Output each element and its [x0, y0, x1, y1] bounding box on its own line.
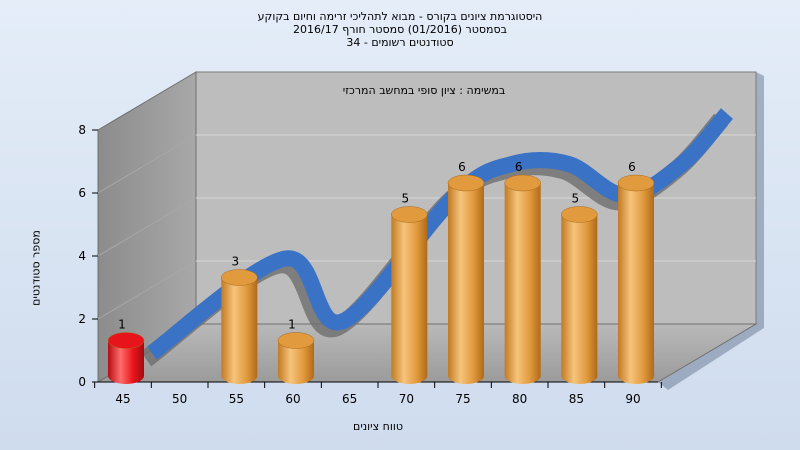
bar-value-label: 3 [232, 255, 240, 269]
y-tick-label: 4 [78, 249, 86, 263]
bar-cap [221, 269, 258, 286]
x-tick-label: 55 [229, 392, 244, 406]
y-tick-label: 6 [78, 186, 86, 200]
bar-value-label: 5 [572, 192, 580, 206]
bar-value-label: 6 [628, 160, 636, 174]
y-axis-label: מספר סטודנטים [29, 230, 43, 306]
bar-cap [447, 174, 485, 192]
grid-line-side [97, 260, 197, 320]
x-tick-label: 45 [115, 392, 130, 406]
bar-value-label: 6 [515, 160, 523, 174]
bar-cap [617, 174, 655, 192]
title-line-2: בסמסטר (01/2016) סמסטר חורף 2016/17 [293, 23, 507, 36]
bar-value-label: 1 [118, 318, 126, 332]
x-tick-label: 60 [285, 392, 300, 406]
bar-body [221, 277, 258, 384]
chart-subtitle: במשימה : ציון סופי במחשב המרכזי [342, 84, 506, 97]
y-tick-label: 8 [78, 123, 86, 137]
bar-cap [561, 206, 598, 223]
bar-body [618, 183, 654, 384]
x-axis-label: טווח ציונים [353, 420, 403, 433]
x-tick-label: 70 [399, 392, 414, 406]
title-line-1: היסטוגרמת ציונים בקורס - מבוא לתהליכי זר… [257, 10, 543, 23]
bar-body [391, 214, 428, 384]
ribbon-line [147, 108, 734, 360]
bar-body [108, 340, 144, 384]
y-tick-label: 0 [78, 375, 86, 389]
x-tick-label: 75 [455, 392, 470, 406]
bar-cap [107, 332, 145, 349]
bar-body [561, 214, 598, 384]
bar-body [448, 183, 484, 384]
title-line-3: סטודנטים רשומים - 34 [346, 36, 454, 49]
bar-cap [391, 206, 428, 223]
x-tick-label: 90 [625, 392, 640, 406]
chart-title: היסטוגרמת ציונים בקורס - מבוא לתהליכי זר… [0, 10, 800, 49]
bar-value-label: 1 [288, 318, 296, 332]
x-tick-label: 80 [512, 392, 527, 406]
y-tick-label: 2 [78, 312, 86, 326]
bar-value-label: 6 [458, 160, 466, 174]
x-tick-label: 50 [172, 392, 187, 406]
grid-line-side [97, 197, 197, 257]
bar-value-label: 5 [402, 192, 410, 206]
bar-cap [277, 332, 315, 349]
grid-line-side [97, 134, 197, 194]
x-tick-label: 65 [342, 392, 357, 406]
bar-body [278, 340, 314, 384]
x-tick-label: 85 [569, 392, 584, 406]
bar-body [504, 183, 541, 384]
bar-cap [504, 174, 541, 192]
